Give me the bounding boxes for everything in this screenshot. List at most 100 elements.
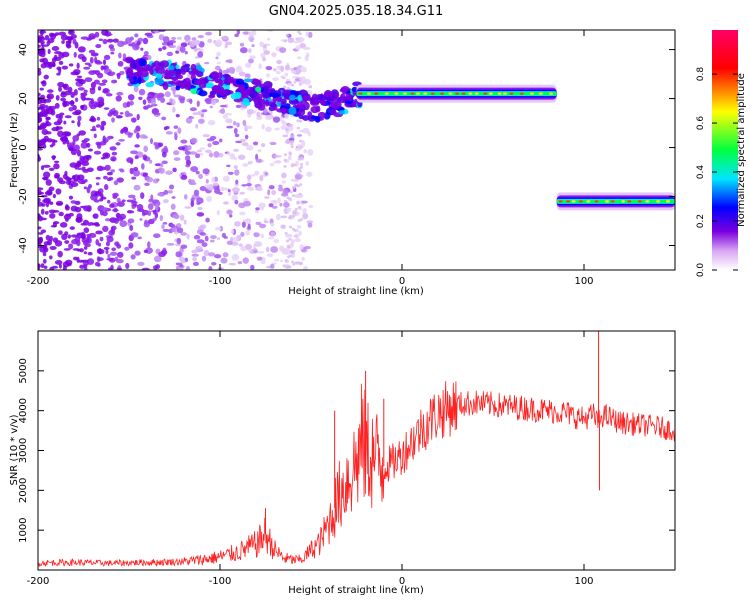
heatmap-noise-blob (40, 138, 48, 143)
heatmap-noise-blob (183, 219, 187, 225)
heatmap-trace-blob (263, 87, 270, 94)
heatmap-noise-blob (44, 34, 50, 41)
heatmap-noise-blob (62, 84, 68, 89)
heatmap-noise-blob (115, 115, 123, 119)
heatmap-noise-blob (102, 152, 111, 159)
heatmap-noise-blob (222, 114, 229, 119)
heatmap-noise-blob (152, 209, 157, 215)
heatmap-noise-blob (95, 230, 103, 235)
figure-title: GN04.2025.035.18.34.G11 (269, 4, 444, 19)
heatmap-noise-blob (133, 184, 141, 191)
stable-trace-peak (474, 92, 479, 95)
heatmap-noise-blob (199, 232, 206, 236)
heatmap-noise-blob (288, 37, 292, 40)
heatmap-trace-blob (327, 92, 332, 97)
heatmap-noise-blob (193, 189, 200, 196)
heatmap-noise-blob (249, 187, 254, 191)
heatmap-noise-blob (260, 233, 264, 239)
heatmap-noise-blob (57, 118, 63, 124)
heatmap-noise-blob (68, 106, 74, 112)
heatmap-noise-blob (91, 222, 96, 226)
heatmap-noise-blob (55, 94, 60, 101)
heatmap-trace-blob (302, 115, 310, 121)
heatmap-noise-blob (178, 256, 185, 262)
heatmap-noise-blob (184, 50, 188, 55)
heatmap-noise-blob (204, 149, 212, 154)
heatmap-noise-blob (272, 77, 279, 82)
heatmap-noise-blob (111, 79, 115, 84)
heatmap-noise-blob (88, 33, 96, 40)
heatmap-noise-blob (142, 136, 149, 139)
heatmap-noise-blob (299, 162, 304, 166)
heatmap-noise-blob (274, 258, 280, 262)
heatmap-noise-blob (59, 112, 65, 116)
heatmap-noise-blob (302, 46, 311, 51)
heatmap-noise-blob (272, 199, 278, 205)
stable-trace-peak (509, 92, 514, 95)
heatmap-noise-blob (64, 240, 70, 244)
stable-trace-peak (483, 92, 488, 95)
heatmap-noise-blob (99, 198, 104, 202)
heatmap-noise-blob (46, 189, 53, 196)
heatmap-noise-blob (176, 227, 184, 234)
heatmap-noise-blob (93, 199, 100, 203)
heatmap-noise-blob (106, 171, 113, 176)
heatmap-noise-blob (241, 221, 246, 228)
heatmap-noise-blob (283, 202, 290, 208)
heatmap-trace-blob (255, 86, 262, 93)
heatmap-trace-blob (198, 90, 208, 97)
heatmap-noise-blob (137, 37, 144, 42)
heatmap-noise-blob (117, 60, 124, 67)
heatmap-noise-blob (236, 30, 240, 35)
colorbar-label: Normalized spectral amplitude (736, 73, 747, 227)
negative-trace-core (556, 199, 675, 203)
heatmap-noise-blob (175, 251, 183, 258)
heatmap-trace-blob (329, 109, 337, 115)
heatmap-noise-blob (299, 165, 304, 169)
stable-trace-peak (384, 92, 389, 95)
heatmap-noise-blob (202, 168, 210, 175)
colorbar-tick-label: 0.6 (696, 116, 706, 131)
heatmap-noise-blob (252, 141, 259, 146)
heatmap-noise-blob (214, 226, 222, 231)
heatmap-noise-blob (71, 238, 79, 245)
heatmap-noise-blob (56, 72, 61, 76)
heatmap-noise-blob (245, 144, 254, 151)
heatmap-noise-blob (80, 93, 86, 101)
heatmap-noise-blob (98, 82, 107, 86)
heatmap-noise-blob (227, 151, 231, 156)
heatmap-noise-blob (108, 44, 115, 49)
heatmap-noise-blob (95, 176, 101, 180)
heatmap-noise-blob (261, 123, 265, 130)
heatmap-noise-blob (234, 221, 241, 227)
heatmap-noise-blob (96, 142, 102, 149)
heatmap-noise-blob (80, 232, 86, 240)
heatmap-trace-blob (336, 97, 341, 103)
x-tick-label: 100 (574, 276, 593, 287)
heatmap-noise-blob (237, 65, 242, 70)
heatmap-noise-blob (198, 173, 203, 179)
heatmap-noise-blob (285, 265, 292, 269)
heatmap-noise-blob (128, 194, 136, 199)
heatmap-noise-blob (67, 262, 72, 267)
heatmap-x-ticks: -200 -100 0 100 (27, 30, 594, 287)
heatmap-trace-blob (168, 68, 176, 77)
heatmap-trace-blob (338, 110, 345, 115)
heatmap-trace-blob (243, 78, 254, 83)
heatmap-trace-blob (298, 114, 304, 120)
heatmap-noise-blob (134, 33, 139, 38)
heatmap-noise-blob (214, 254, 222, 259)
heatmap-noise-blob (260, 52, 266, 58)
heatmap-noise-blob (86, 38, 92, 41)
heatmap-noise-blob (280, 259, 284, 263)
heatmap-noise-blob (293, 40, 300, 44)
heatmap-noise-blob (77, 78, 84, 82)
heatmap-noise-blob (284, 112, 289, 120)
heatmap-trace-blob (320, 99, 326, 106)
heatmap-noise-blob (292, 210, 298, 215)
heatmap-trace-blob (176, 74, 184, 80)
heatmap-noise-blob (185, 265, 191, 270)
heatmap-trace-blob (281, 92, 291, 97)
heatmap-noise-blob (38, 215, 44, 222)
heatmap-noise-blob (41, 123, 50, 127)
